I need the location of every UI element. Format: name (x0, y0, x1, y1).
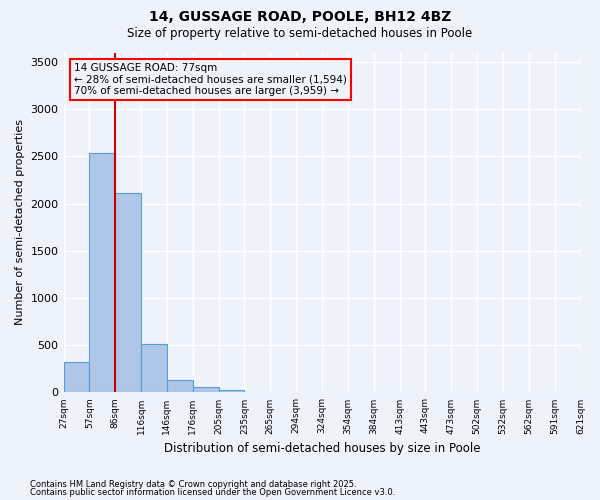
Text: Size of property relative to semi-detached houses in Poole: Size of property relative to semi-detach… (127, 28, 473, 40)
Text: 14, GUSSAGE ROAD, POOLE, BH12 4BZ: 14, GUSSAGE ROAD, POOLE, BH12 4BZ (149, 10, 451, 24)
Text: Contains HM Land Registry data © Crown copyright and database right 2025.: Contains HM Land Registry data © Crown c… (30, 480, 356, 489)
Bar (115, 193, 141, 392)
Y-axis label: Number of semi-detached properties: Number of semi-detached properties (15, 120, 25, 326)
Bar (218, 390, 244, 392)
Text: Contains public sector information licensed under the Open Government Licence v3: Contains public sector information licen… (30, 488, 395, 497)
Bar (64, 362, 89, 392)
Bar (89, 152, 115, 392)
Bar (141, 344, 167, 393)
Bar (193, 387, 218, 392)
Bar (167, 380, 193, 392)
X-axis label: Distribution of semi-detached houses by size in Poole: Distribution of semi-detached houses by … (164, 442, 480, 455)
Text: 14 GUSSAGE ROAD: 77sqm
← 28% of semi-detached houses are smaller (1,594)
70% of : 14 GUSSAGE ROAD: 77sqm ← 28% of semi-det… (74, 62, 347, 96)
